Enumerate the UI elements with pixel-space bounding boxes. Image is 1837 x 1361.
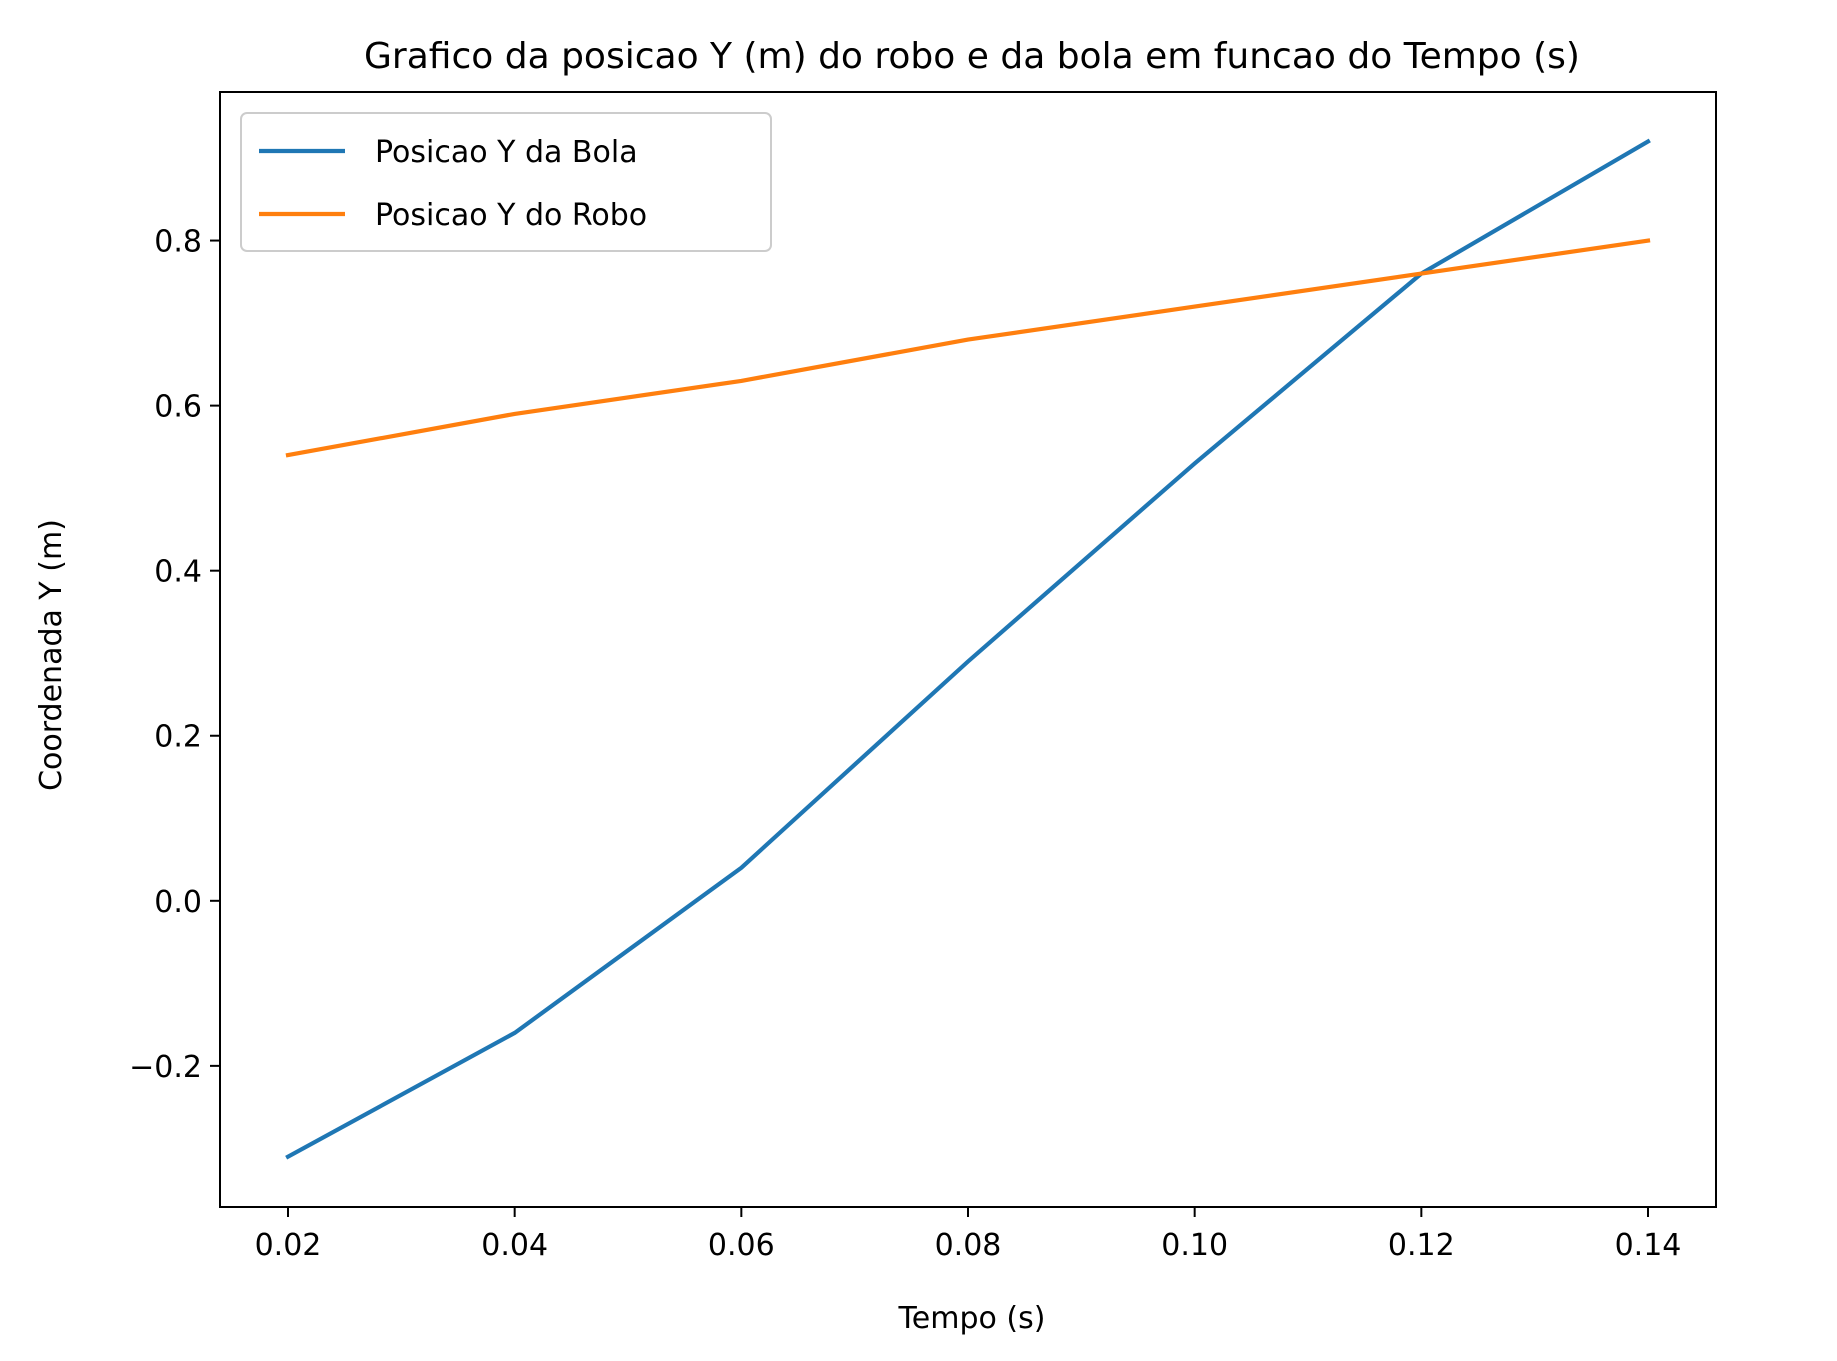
y-tick-label: 0.6 xyxy=(154,390,202,425)
y-tick-label: 0.8 xyxy=(154,225,202,260)
x-tick-label: 0.04 xyxy=(481,1228,548,1263)
legend-label-1: Posicao Y da Bola xyxy=(375,135,638,170)
series-line-1 xyxy=(285,138,1651,1160)
x-tick-label: 0.10 xyxy=(1161,1228,1228,1263)
x-tick-label: 0.06 xyxy=(708,1228,775,1263)
legend-label-2: Posicao Y do Robo xyxy=(375,198,647,233)
x-tick-label: 0.08 xyxy=(935,1228,1002,1263)
y-tick-label: −0.2 xyxy=(129,1050,202,1085)
x-tick-label: 0.02 xyxy=(255,1228,322,1263)
x-tick-label: 0.12 xyxy=(1388,1228,1455,1263)
y-tick-label: 0.0 xyxy=(154,885,202,920)
plot-area: 0.02 0.04 0.06 0.08 0.10 0.12 0.14 −0.2 0.0 0.2 0.… xyxy=(129,91,1717,1263)
legend: Posicao Y da Bola Posicao Y do Robo xyxy=(240,112,772,252)
axes-frame xyxy=(219,91,1717,1208)
chart-title: Grafico da posicao Y (m) do robo e da bo… xyxy=(364,36,1580,77)
y-tick-label: 0.4 xyxy=(154,555,202,590)
x-tick-label: 0.14 xyxy=(1615,1228,1682,1263)
legend-frame xyxy=(240,112,772,252)
y-tick-label: 0.2 xyxy=(154,720,202,755)
series-line-2 xyxy=(285,238,1651,458)
y-axis-title: Coordenada Y (m) xyxy=(34,519,69,791)
x-axis-title: Tempo (s) xyxy=(898,1301,1046,1336)
